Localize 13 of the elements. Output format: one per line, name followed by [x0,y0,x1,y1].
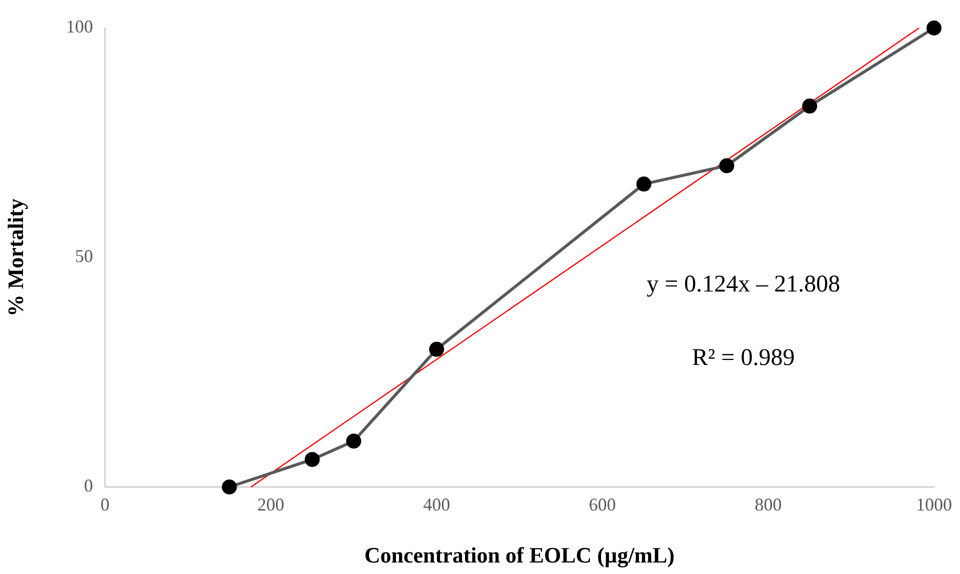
x-tick-label: 200 [257,494,284,515]
x-axis-title: Concentration of EOLC (µg/mL) [364,542,675,568]
x-tick-label: 400 [423,494,450,515]
y-axis-title: % Mortality [2,198,28,316]
y-tick-label: 50 [75,246,93,266]
y-tick-label: 0 [84,476,93,496]
x-tick-label: 0 [100,494,110,515]
x-tick-label: 1000 [916,494,952,515]
x-tick-label: 800 [754,494,782,515]
annotation: y = 0.124x – 21.808 [646,271,840,298]
y-tick-label: 100 [66,16,93,37]
annotation: R² = 0.989 [692,344,795,371]
x-tick-label: 600 [588,494,616,515]
